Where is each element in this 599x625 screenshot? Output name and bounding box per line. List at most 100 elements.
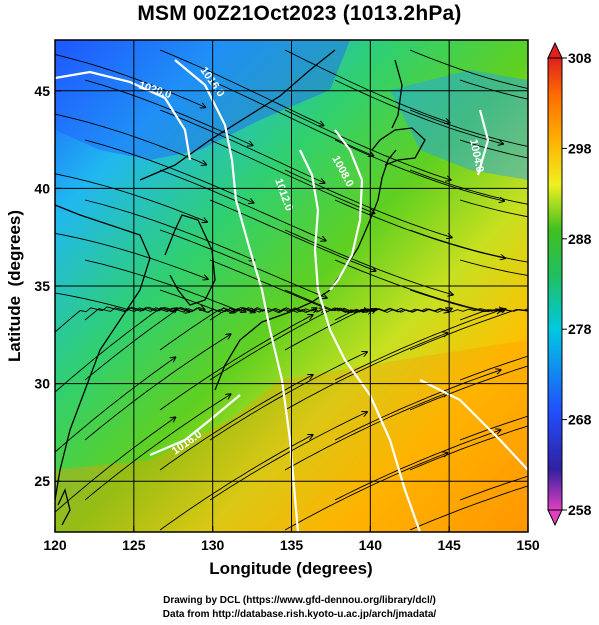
colorbar-max-arrow <box>547 41 563 59</box>
streamline <box>284 49 450 123</box>
y-tick-label: 45 <box>34 83 50 99</box>
x-tick-label: 120 <box>43 537 67 553</box>
streamline <box>209 199 376 271</box>
streamline <box>334 259 506 312</box>
streamline <box>159 49 323 125</box>
streamline <box>55 357 175 453</box>
y-tick-label: 25 <box>34 473 50 489</box>
streamline <box>209 352 367 441</box>
streamline <box>84 199 254 260</box>
colorbar-tick-label: 258 <box>568 502 592 518</box>
isobar-1020 <box>55 70 192 161</box>
streamline <box>159 315 313 411</box>
coastline-korea <box>164 214 216 306</box>
streamline <box>55 113 206 165</box>
streamline <box>459 199 528 218</box>
y-tick-label: 35 <box>34 278 50 294</box>
streamline <box>334 370 501 441</box>
streamline <box>459 475 528 501</box>
streamline <box>55 306 189 333</box>
streamline <box>284 393 447 471</box>
x-axis-tick-labels: 120 125 130 135 140 145 150 <box>43 537 540 553</box>
streamline <box>55 173 207 222</box>
colorbar-tick-label: 278 <box>568 321 592 337</box>
streamline <box>334 310 501 381</box>
colorbar-tick-label: 308 <box>568 50 592 66</box>
streamline <box>84 139 254 203</box>
y-tick-label: 40 <box>34 180 50 196</box>
cold-region-north-pacific <box>390 70 528 180</box>
streamline <box>459 79 528 100</box>
isobars <box>55 59 528 532</box>
streamline <box>409 485 528 531</box>
streamline <box>409 425 528 471</box>
coastline-russia <box>139 49 336 181</box>
streamline <box>84 306 235 381</box>
x-tick-label: 130 <box>201 537 225 553</box>
streamline <box>334 430 501 501</box>
y-axis-tick-labels: 25 30 35 40 45 <box>34 83 50 489</box>
streamline <box>209 259 376 313</box>
streamline <box>409 49 528 89</box>
x-tick-label: 140 <box>359 537 383 553</box>
streamline <box>459 308 528 321</box>
streamline <box>159 375 313 471</box>
streamline <box>209 412 367 501</box>
x-tick-label: 125 <box>122 537 146 553</box>
colorbar-min-arrow <box>547 509 563 527</box>
streamline <box>409 308 528 351</box>
axis-ticks <box>54 90 529 532</box>
chart-title: MSM 00Z21Oct2023 (1013.2hPa) <box>137 2 462 25</box>
streamline <box>209 308 368 381</box>
credit-drawing: Drawing by DCL (https://www.gfd-dennou.o… <box>163 595 436 606</box>
streamline <box>334 139 504 201</box>
coastline-taiwan <box>57 488 71 526</box>
coastline-sakhalin <box>391 59 403 129</box>
streamline <box>84 259 255 312</box>
streamline <box>459 355 528 381</box>
streamline <box>159 169 326 241</box>
streamline <box>55 417 175 513</box>
colorbar-tick-label: 268 <box>568 412 592 428</box>
isobar-1008 <box>329 129 364 291</box>
y-tick-label: 30 <box>34 376 50 392</box>
colorbar-tick-labels: 308 298 288 278 268 258 <box>562 50 592 518</box>
streamline <box>409 229 528 263</box>
isobar-east <box>419 379 528 471</box>
streamline <box>55 54 205 107</box>
streamline <box>84 334 231 441</box>
streamline <box>409 169 528 205</box>
streamline <box>284 333 447 411</box>
streamline <box>409 365 528 411</box>
lat-lon-grid <box>55 40 528 532</box>
streamline <box>159 109 325 183</box>
credit-data-source: Data from http://database.rish.kyoto-u.a… <box>162 609 437 620</box>
isobar-1016-south <box>149 394 241 457</box>
streamline <box>284 109 451 180</box>
x-tick-label: 135 <box>280 537 304 553</box>
y-axis-label: Latitude (degrees) <box>5 210 24 362</box>
x-axis-label: Longitude (degrees) <box>209 559 372 578</box>
colorbar-gradient <box>547 57 563 511</box>
streamline <box>334 79 503 144</box>
colorbar-tick-label: 298 <box>568 140 592 156</box>
isobar-1012 <box>299 149 422 532</box>
x-tick-label: 150 <box>516 537 540 553</box>
colorbar-tick-label: 288 <box>568 231 592 247</box>
streamline <box>459 259 528 276</box>
streamline <box>55 308 177 393</box>
streamline <box>55 232 208 279</box>
streamline <box>459 139 528 159</box>
colorbar: 308 298 288 278 268 258 <box>547 41 592 527</box>
streamline <box>284 453 447 531</box>
coastline-china <box>55 204 151 501</box>
coastline-hokkaido <box>371 127 426 166</box>
map-area: 1020.0 1016.0 1012.0 1008.0 1004.0 1016.… <box>55 40 528 532</box>
streamline <box>159 435 313 531</box>
streamline <box>84 79 253 145</box>
isobar-1004 <box>476 109 490 176</box>
streamline <box>334 199 505 258</box>
isobar-1016 <box>174 59 300 532</box>
cold-region <box>55 40 350 160</box>
